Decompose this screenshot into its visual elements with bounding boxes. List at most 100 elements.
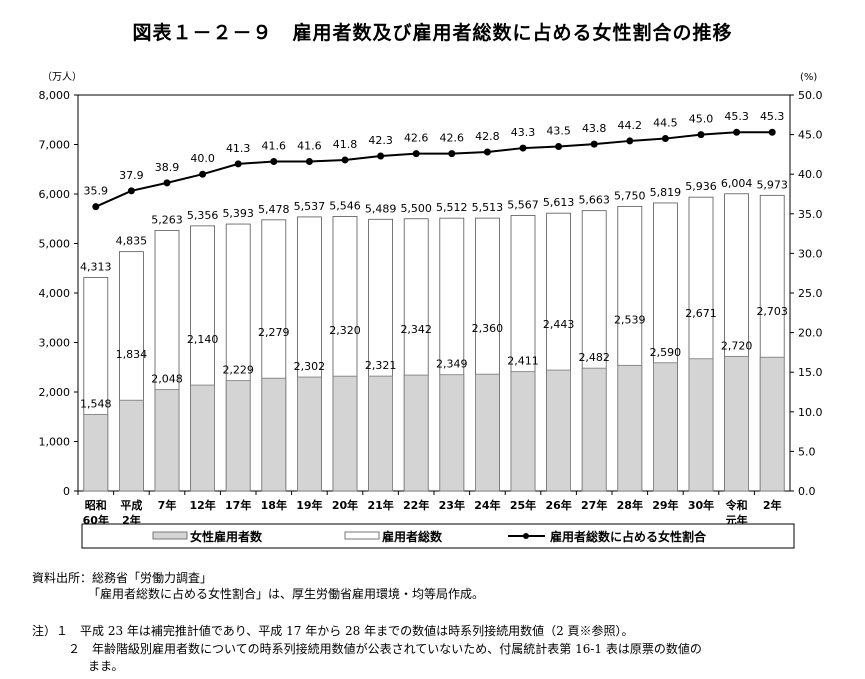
total-label: 4,835	[116, 235, 148, 248]
ratio-label: 40.0	[190, 152, 215, 165]
bar-female	[546, 369, 571, 492]
left-tick-label: 1,000	[39, 436, 71, 449]
total-label: 5,546	[329, 199, 361, 212]
ratio-label: 44.5	[653, 117, 678, 130]
ratio-point	[127, 187, 135, 195]
ratio-point	[590, 140, 598, 148]
ratio-label: 41.3	[226, 142, 251, 155]
ratio-point	[199, 170, 207, 178]
ratio-point	[163, 179, 171, 187]
ratio-point	[234, 160, 242, 168]
legend-swatch-female	[152, 531, 188, 540]
ratio-point	[697, 131, 705, 139]
source-note: 資料出所：総務省「労働力調査」	[32, 571, 213, 585]
x-tick-label: 17年	[225, 498, 251, 512]
legend-swatch-total	[344, 531, 380, 540]
ratio-label: 44.2	[618, 119, 643, 132]
legend-label-female: 女性雇用者数	[190, 529, 263, 544]
chart: 0 1,000 2,000 3,000 4,000 5,000 6,000 7,000 8,00…	[39, 71, 823, 549]
total-label: 5,263	[151, 213, 183, 226]
right-tick-label: 30.0	[798, 247, 823, 260]
total-label: 5,663	[578, 194, 610, 207]
left-tick-label: 5,000	[39, 238, 71, 251]
total-label: 5,512	[436, 201, 468, 214]
ratio-point	[270, 158, 278, 166]
x-tick-label: 20年	[332, 498, 358, 512]
legend-marker-ratio	[523, 533, 529, 539]
bar-female	[190, 384, 216, 492]
female-label: 2,349	[436, 358, 468, 371]
ratio-label: 45.3	[760, 110, 785, 123]
ratio-point	[305, 158, 313, 166]
x-tick-label: 26年	[545, 498, 571, 512]
female-label: 2,539	[614, 313, 646, 326]
total-label: 5,478	[258, 203, 290, 216]
ratio-label: 35.9	[84, 185, 109, 198]
x-tick-label: 7年	[158, 498, 177, 512]
ratio-point	[92, 203, 100, 211]
ratio-label: 43.3	[511, 126, 536, 139]
female-label: 2,360	[472, 322, 504, 335]
left-tick-label: 0	[63, 485, 70, 498]
female-label: 2,443	[543, 318, 575, 331]
x-tick-label: 29年	[652, 498, 678, 512]
total-label: 5,393	[222, 207, 254, 220]
bar-female	[510, 371, 536, 492]
ratio-point	[626, 137, 634, 145]
x-tick-label: 28年	[617, 498, 643, 512]
bar-female	[439, 374, 465, 492]
female-label: 2,279	[258, 326, 290, 339]
source-note-2: 「雇用者総数に占める女性割合」は、厚生労働省雇用環境・均等局作成。	[88, 587, 485, 601]
x-tick-label: 24年	[474, 498, 500, 512]
ratio-line	[95, 131, 773, 208]
right-tick-label: 5.0	[798, 445, 816, 458]
total-label: 5,936	[685, 180, 717, 193]
right-tick-label: 20.0	[798, 327, 823, 340]
ratio-label: 41.6	[262, 140, 287, 153]
bar-female	[617, 364, 643, 492]
note-3: まま。	[88, 659, 124, 673]
ratio-label: 43.8	[582, 122, 607, 135]
female-label: 2,342	[400, 323, 432, 336]
ratio-label: 41.8	[333, 138, 358, 151]
x-tick-label: 令和	[725, 498, 748, 512]
right-tick-label: 35.0	[798, 208, 823, 221]
ratio-point	[555, 142, 563, 150]
female-label: 2,671	[685, 307, 717, 320]
female-label: 2,302	[294, 360, 326, 373]
total-label: 5,500	[400, 202, 432, 215]
ratio-point	[733, 128, 741, 136]
left-tick-label: 8,000	[39, 89, 71, 102]
female-label: 2,411	[507, 355, 539, 368]
bar-female	[368, 375, 394, 492]
left-tick-label: 7,000	[39, 139, 71, 152]
chart-title: 図表１－２－９ 雇用者数及び雇用者総数に占める女性割合の推移	[132, 22, 733, 44]
right-tick-label: 25.0	[798, 287, 823, 300]
ratio-point	[341, 156, 349, 164]
female-label: 2,703	[756, 305, 788, 318]
x-tick-label: 30年	[688, 498, 714, 512]
x-tick-label: 25年	[510, 498, 536, 512]
left-tick-label: 2,000	[39, 386, 71, 399]
ratio-label: 42.6	[440, 132, 465, 145]
ratio-label: 42.6	[404, 132, 429, 145]
total-label: 5,489	[365, 202, 397, 215]
total-label: 5,513	[472, 201, 504, 214]
x-tick-label: 18年	[261, 498, 287, 512]
x-tick-label: 昭和	[85, 498, 107, 512]
legend-label-total: 雇用者総数	[382, 529, 443, 544]
note-1: 注）１ 平成 23 年は補完推計値であり、平成 17 年から 28 年までの数値…	[32, 624, 634, 638]
x-tick-label: 2年	[763, 498, 782, 512]
left-tick-label: 3,000	[39, 337, 71, 350]
ratio-point	[448, 150, 456, 158]
female-label: 2,048	[151, 373, 183, 386]
total-label: 5,750	[614, 189, 646, 202]
ratio-label: 42.3	[368, 134, 393, 147]
x-tick-label: 23年	[439, 498, 465, 512]
right-tick-label: 50.0	[798, 89, 823, 102]
female-label: 2,321	[365, 359, 397, 372]
right-tick-label: 15.0	[798, 366, 823, 379]
x-tick-label: 12年	[189, 498, 215, 512]
total-label: 5,819	[650, 186, 682, 199]
female-label: 2,482	[578, 351, 610, 364]
